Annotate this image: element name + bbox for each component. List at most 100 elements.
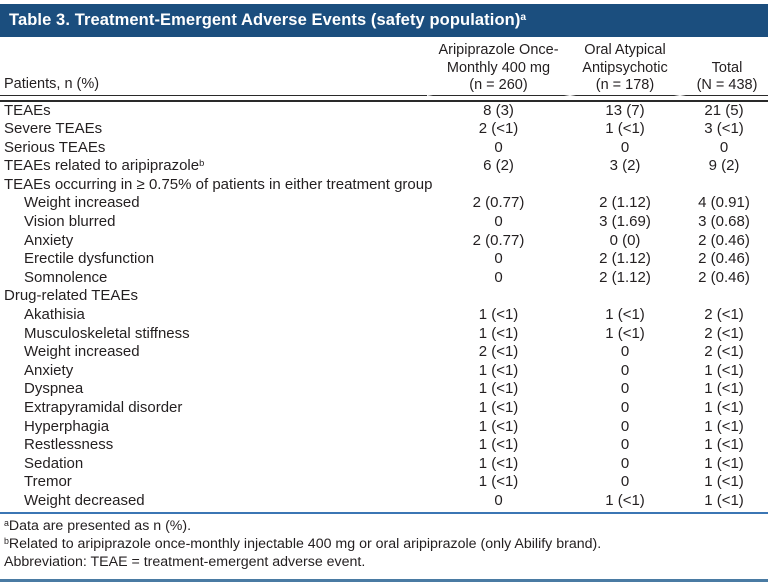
cell-value: 1 (<1)	[478, 417, 519, 435]
row-label: Weight increased	[24, 194, 140, 212]
column-header-line: Aripiprazole Once-	[438, 42, 559, 58]
cell-value: 1 (<1)	[704, 361, 744, 379]
footnote-superscript: b	[4, 536, 9, 547]
row-label: Somnolence	[24, 268, 108, 286]
table-row: TEAEs related to aripiprazoleb 6 (2) 3 (2)…	[0, 157, 768, 176]
cell-value: 0	[494, 250, 503, 268]
table-row: Hyperphagia 1 (<1) 0 1 (<1)	[0, 418, 768, 437]
table-row: Tremor 1 (<1) 0 1 (<1)	[0, 473, 768, 492]
cell-value: 0	[620, 399, 630, 416]
footnote: bRelated to aripiprazole once-monthly in…	[4, 535, 602, 552]
cell-value	[570, 176, 680, 195]
cell-value: 2 (1.12)	[599, 194, 651, 212]
cell-value: 2 (0.46)	[698, 231, 750, 249]
cell-value: 3 (1.69)	[599, 213, 651, 231]
table-row: Drug-related TEAEs	[0, 287, 768, 306]
table-row: Vision blurred 0 3 (1.69) 3 (0.68)	[0, 213, 768, 232]
cell-value: 1 (<1)	[605, 306, 645, 324]
cell-value: 0	[620, 473, 630, 491]
cell-value: 2 (1.12)	[599, 250, 651, 268]
table-title-bar: Table 3. Treatment-Emergent Adverse Even…	[0, 4, 768, 37]
cell-value: 1 (<1)	[704, 399, 744, 416]
cell-value: 2 (<1)	[478, 120, 519, 138]
row-label: Vision blurred	[24, 213, 116, 231]
cell-value: 1 (<1)	[478, 436, 519, 454]
table-title-text: Table 3. Treatment-Emergent Adverse Even…	[9, 11, 521, 29]
cell-value: 1 (<1)	[704, 417, 744, 435]
cell-value: 3 (2)	[609, 157, 641, 175]
cell-value: 0	[620, 343, 630, 361]
cell-value: 21 (5)	[704, 101, 744, 119]
table-body: TEAEs 8 (3) 13 (7) 21 (5) Severe TEAEs 2 (<1)…	[0, 102, 768, 511]
cell-value: 1 (<1)	[704, 380, 744, 398]
column-header-line: Antipsychotic	[582, 59, 668, 76]
cell-value: 1 (<1)	[478, 473, 519, 491]
cell-value: 0	[494, 213, 503, 231]
row-label: Weight increased	[24, 343, 140, 361]
cell-value: 2 (<1)	[704, 343, 744, 361]
cell-value: 2 (1.12)	[599, 268, 651, 286]
table-row: Anxiety 1 (<1) 0 1 (<1)	[0, 362, 768, 381]
row-label: Extrapyramidal disorder	[24, 399, 183, 416]
cell-value: 9 (2)	[708, 157, 740, 175]
row-label: Drug-related TEAEs	[4, 287, 138, 305]
header-divider-rule	[0, 99, 768, 102]
table-row: Akathisia 1 (<1) 1 (<1) 2 (<1)	[0, 306, 768, 325]
row-label: Restlessness	[24, 436, 114, 454]
cell-value: 1 (<1)	[478, 380, 519, 398]
row-label: Erectile dysfunction	[24, 250, 155, 268]
cell-value: 1 (<1)	[478, 399, 519, 416]
cell-value: 13 (7)	[605, 101, 645, 119]
column-header-line: (N = 438)	[696, 77, 758, 93]
table-row: Weight decreased 0 1 (<1) 1 (<1)	[0, 492, 768, 511]
table-row: Somnolence 0 2 (1.12) 2 (0.46)	[0, 269, 768, 288]
column-header-line: (n = 178)	[595, 77, 655, 93]
row-label: Tremor	[24, 473, 72, 491]
row-label: Dyspnea	[24, 380, 84, 398]
cell-value: 0	[620, 454, 630, 472]
column-header-line: Oral Atypical	[584, 42, 666, 58]
cell-value: 0	[620, 417, 630, 435]
row-label: Hyperphagia	[24, 417, 110, 435]
footnote-superscript: a	[4, 517, 9, 528]
cell-value: 2 (0.46)	[698, 250, 750, 268]
footnote: aData are presented as n (%).	[4, 517, 192, 534]
table-row: Restlessness 1 (<1) 0 1 (<1)	[0, 436, 768, 455]
table-row: TEAEs 8 (3) 13 (7) 21 (5)	[0, 102, 768, 121]
stub-column-header: Patients, n (%)	[0, 76, 427, 96]
bottom-border-rule	[0, 578, 768, 582]
cell-value: 1 (<1)	[478, 324, 519, 342]
footnote: Abbreviation: TEAE = treatment-emergent …	[4, 554, 366, 571]
cell-value: 4 (0.91)	[698, 194, 750, 212]
cell-value: 2 (0.77)	[472, 194, 525, 212]
cell-value: 1 (<1)	[605, 491, 645, 509]
footnotes: aData are presented as n (%). bRelated to…	[0, 514, 768, 576]
cell-value: 0	[620, 436, 630, 454]
cell-value: 0	[494, 138, 503, 156]
table-row: Sedation 1 (<1) 0 1 (<1)	[0, 455, 768, 474]
table-row: Dyspnea 1 (<1) 0 1 (<1)	[0, 380, 768, 399]
cell-value: 0	[620, 361, 630, 379]
cell-value: 1 (<1)	[704, 473, 744, 491]
column-header: Aripiprazole Once- Monthly 400 mg (n = 260…	[427, 42, 570, 96]
cell-value: 1 (<1)	[704, 436, 744, 454]
column-header-line: (n = 260)	[469, 77, 528, 93]
cell-value	[680, 287, 768, 306]
cell-value: 1 (<1)	[478, 306, 519, 324]
row-label: TEAEs	[4, 101, 51, 119]
cell-value: 2 (<1)	[478, 343, 519, 361]
table-row: Serious TEAEs 0 0 0	[0, 139, 768, 158]
column-header-row: Patients, n (%) Aripiprazole Once- Monthl…	[0, 37, 768, 96]
cell-value	[427, 176, 570, 195]
row-label: Serious TEAEs	[4, 138, 106, 156]
cell-value: 1 (<1)	[605, 120, 645, 138]
row-label: Weight decreased	[24, 491, 145, 509]
row-label-superscript: b	[199, 158, 205, 169]
cell-value: 1 (<1)	[704, 454, 744, 472]
table-row: Extrapyramidal disorder 1 (<1) 0 1 (<1)	[0, 399, 768, 418]
row-label: TEAEs related to aripiprazoleb	[4, 157, 205, 175]
table-row: Severe TEAEs 2 (<1) 1 (<1) 3 (<1)	[0, 120, 768, 139]
cell-value: 0	[494, 491, 503, 509]
cell-value: 8 (3)	[483, 101, 514, 119]
